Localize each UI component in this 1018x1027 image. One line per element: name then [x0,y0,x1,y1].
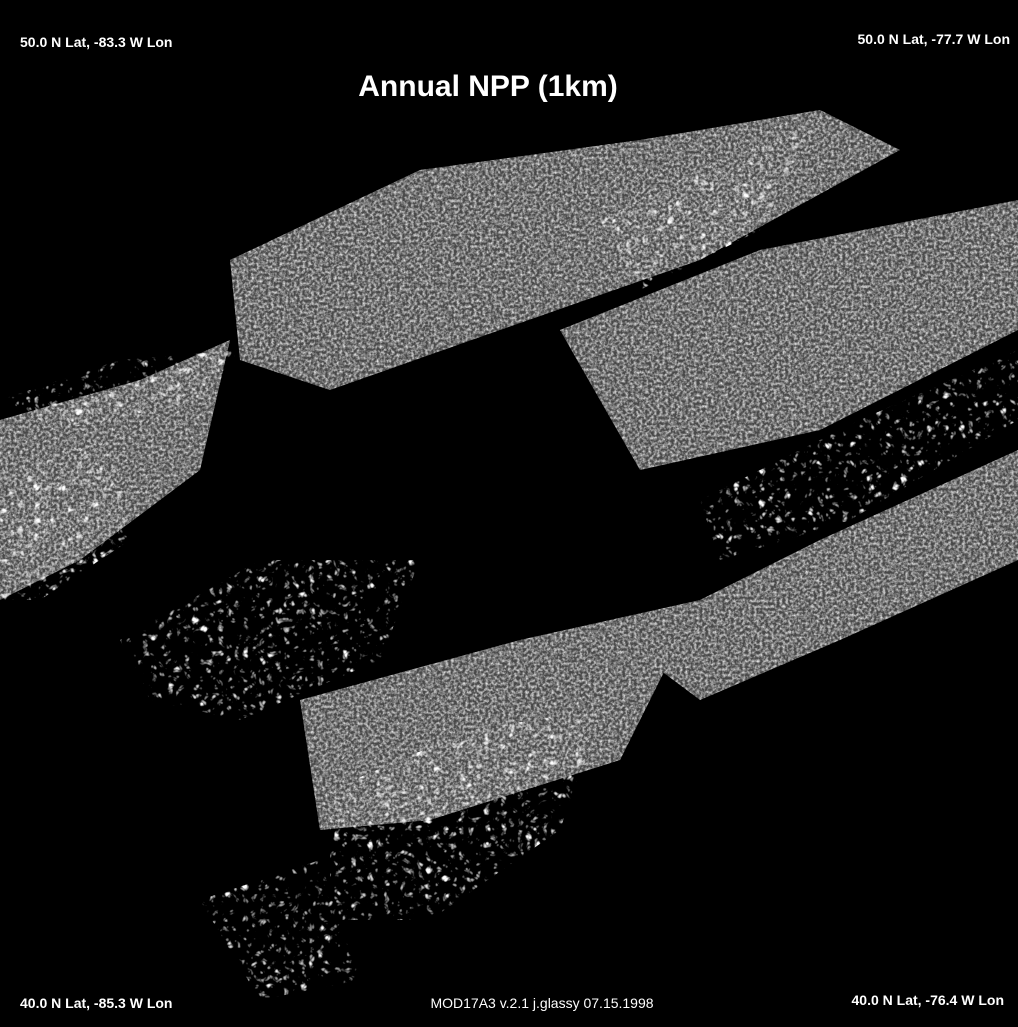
page: Annual NPP (1km) 50.0 N Lat, -83.3 W Lon… [0,0,1018,1027]
corner-label: 50.0 N Lat, -77.7 W Lon [858,31,1010,47]
corner-label: 40.0 N Lat, -76.4 W Lon [852,992,1004,1008]
corner-label: 50.0 N Lat, -83.3 W Lon [20,34,172,50]
map-image: Annual NPP (1km) 50.0 N Lat, -83.3 W Lon… [0,0,1018,1027]
map-title: Annual NPP (1km) [358,70,618,103]
credit: MOD17A3 v.2.1 j.glassy 07.15.1998 [430,995,653,1011]
corner-label: 40.0 N Lat, -85.3 W Lon [20,995,172,1011]
